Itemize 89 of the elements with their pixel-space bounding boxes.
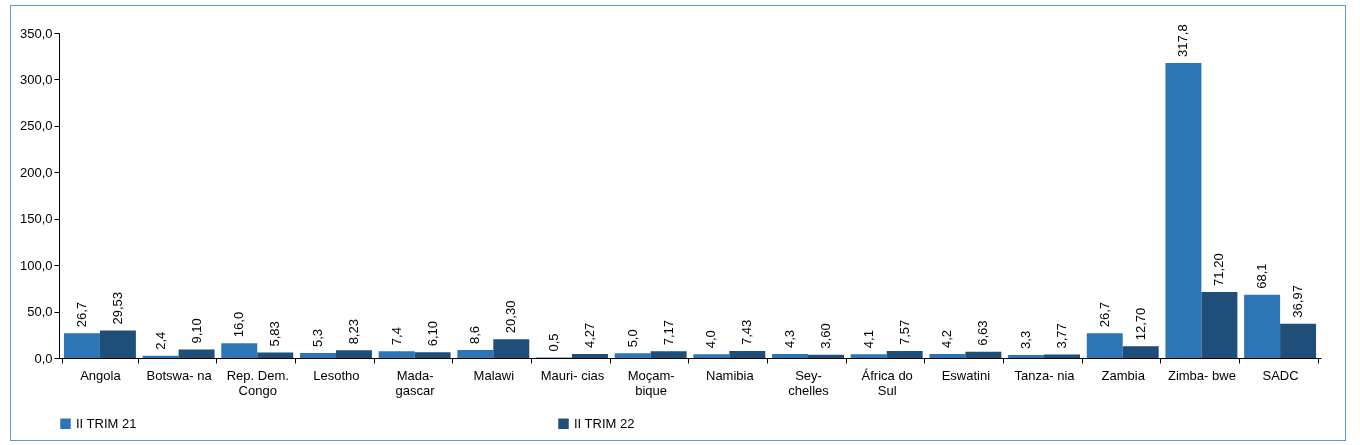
bar [178, 349, 215, 358]
bar [142, 355, 179, 358]
data-label: 8,6 [467, 325, 483, 345]
y-tick-label: 150,0 [19, 211, 53, 227]
y-tick-label: 100,0 [19, 257, 53, 273]
bar [965, 351, 1002, 358]
data-label: 4,1 [860, 330, 876, 349]
bar [1008, 354, 1045, 358]
bar [1280, 323, 1317, 358]
bar [850, 354, 887, 358]
data-label: 16,0 [231, 311, 247, 338]
bar [614, 353, 651, 358]
bar [257, 352, 294, 358]
data-label: 26,7 [73, 301, 89, 328]
x-tick-label: Tanza- nia [1014, 367, 1076, 383]
data-label: 5,3 [309, 329, 325, 348]
x-tick-label: Moçam- bique [627, 367, 675, 398]
data-label: 8,23 [345, 319, 361, 345]
x-tick-label: Mada- gascar [395, 367, 436, 398]
bar [772, 354, 809, 358]
data-label: 29,53 [109, 292, 125, 325]
bar [493, 339, 530, 358]
data-label: 4,0 [703, 330, 719, 349]
data-label: 5,0 [624, 329, 640, 348]
data-label: 4,3 [782, 329, 798, 349]
y-tick-label: 200,0 [19, 164, 53, 180]
bar [886, 350, 923, 358]
bar [414, 352, 451, 358]
bar [1244, 294, 1281, 358]
data-label: 9,10 [188, 318, 204, 344]
data-label: 71,20 [1211, 253, 1227, 286]
bar [1122, 346, 1159, 358]
legend-label: II TRIM 22 [574, 415, 635, 431]
bar [729, 351, 766, 358]
y-tick-label: 250,0 [19, 118, 53, 134]
data-label: 2,4 [152, 331, 168, 350]
x-tick-label: Malawi [473, 367, 515, 383]
bar [99, 330, 136, 358]
data-label: 317,8 [1175, 24, 1191, 57]
data-label: 26,7 [1096, 301, 1112, 328]
bar [571, 354, 608, 358]
bar [1086, 333, 1123, 358]
bar [63, 333, 100, 358]
bar [1044, 354, 1081, 358]
data-label: 4,27 [581, 322, 597, 349]
x-tick-label: Angola [80, 367, 122, 383]
x-tick-label: Lesotho [313, 367, 360, 383]
bar [378, 351, 415, 358]
y-tick-label: 300,0 [19, 71, 53, 87]
bar [221, 343, 258, 358]
x-tick-label: Botswa- na [146, 367, 213, 383]
data-label: 5,83 [267, 321, 283, 347]
data-label: 6,63 [975, 320, 991, 346]
bar [299, 353, 336, 358]
x-tick-label: Eswatini [941, 367, 991, 383]
data-label: 36,97 [1290, 285, 1306, 318]
data-label: 3,3 [1018, 330, 1034, 349]
data-label: 7,57 [896, 319, 912, 345]
data-label: 7,17 [660, 320, 676, 346]
bar [650, 351, 687, 358]
x-tick-label: Zimba- bwe [1167, 367, 1236, 383]
x-tick-label: Zambia [1101, 367, 1146, 383]
bar [1165, 62, 1202, 358]
data-label: 20,30 [503, 300, 519, 334]
x-tick-label: Rep. Dem. Congo [226, 367, 289, 398]
y-tick-label: 350,0 [19, 25, 53, 41]
bar [1201, 291, 1238, 358]
y-tick-label: 50,0 [27, 304, 53, 320]
bar [808, 354, 844, 358]
data-label: 6,10 [424, 321, 440, 347]
data-label: 7,43 [739, 319, 755, 346]
x-tick-label: Namibia [706, 367, 755, 383]
bar [693, 354, 730, 358]
bar [335, 350, 372, 358]
data-label: 7,4 [388, 327, 404, 346]
data-label: 4,2 [939, 330, 955, 349]
y-tick-label: 0,0 [34, 350, 53, 366]
data-label: 3,60 [818, 323, 833, 349]
x-tick-label: África do Sul [861, 367, 913, 398]
data-label: 68,1 [1254, 263, 1270, 289]
bar [457, 350, 494, 358]
legend-label: II TRIM 21 [76, 415, 137, 431]
x-tick-label: SADC [1262, 367, 1299, 383]
data-label: 0,5 [546, 333, 561, 352]
bar [929, 354, 966, 358]
x-tick-label: Sey- chelles [788, 367, 830, 398]
data-label: 3,77 [1054, 323, 1070, 349]
x-tick-label: Mauri- cias [540, 367, 605, 383]
data-label: 12,70 [1132, 307, 1148, 341]
